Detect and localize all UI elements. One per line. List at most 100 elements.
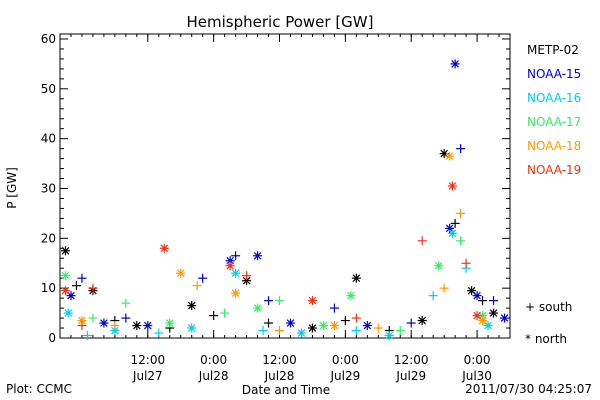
x-axis-label: Date and Time <box>242 383 330 397</box>
data-point-metp-02-north <box>489 308 499 318</box>
data-point-noaa-18-north <box>445 151 455 161</box>
data-point-noaa-16-north <box>384 331 394 341</box>
data-point-noaa-19-north <box>447 181 457 191</box>
data-point-noaa-16-north <box>483 321 493 331</box>
data-point-noaa-18-north <box>176 268 186 278</box>
data-point-metp-02-north <box>307 323 317 333</box>
data-point-noaa-19-north <box>307 296 317 306</box>
plot-credit: Plot: CCMC <box>6 382 72 396</box>
data-point-noaa-18-south <box>275 326 285 336</box>
x-tick-date-label: Jul29 <box>329 369 360 383</box>
plot-frame <box>59 33 511 339</box>
x-tick-label: 12:00 <box>394 353 429 367</box>
data-point-noaa-19-north <box>159 243 169 253</box>
x-tick-date-label: Jul28 <box>198 369 229 383</box>
y-axis-label: P [GW] <box>5 167 19 209</box>
data-point-metp-02-north <box>417 316 427 326</box>
data-point-noaa-15-south <box>264 296 274 306</box>
legend-item-noaa-15: NOAA-15 <box>527 67 582 81</box>
data-point-metp-02-north <box>132 321 142 331</box>
data-point-noaa-19-south <box>417 236 427 246</box>
data-point-noaa-19-south <box>88 283 98 293</box>
data-point-noaa-15-south <box>77 273 87 283</box>
data-point-noaa-16-south <box>154 328 164 338</box>
data-point-noaa-16-south <box>82 331 92 341</box>
legend-item-noaa-19: NOAA-19 <box>527 163 582 177</box>
data-point-noaa-15-north <box>472 291 482 301</box>
plot-timestamp: 2011/07/30 04:25:07 <box>465 382 592 396</box>
data-point-metp-02-south <box>340 316 350 326</box>
marker-key-south: + south <box>525 300 573 314</box>
y-tick-label: 40 <box>41 132 56 146</box>
data-point-noaa-19-south <box>351 313 361 323</box>
x-tick-date-label: Jul27 <box>132 369 163 383</box>
x-tick-label: 12:00 <box>262 353 297 367</box>
chart-title: Hemispheric Power [GW] <box>187 13 374 31</box>
data-point-noaa-18-south <box>192 281 202 291</box>
data-point-metp-02-south <box>71 281 81 291</box>
y-tick-label: 10 <box>41 281 56 295</box>
data-point-noaa-17-south <box>88 313 98 323</box>
data-point-noaa-18-north <box>77 316 87 326</box>
data-point-noaa-18-north <box>231 288 241 298</box>
x-tick-label: 12:00 <box>131 353 166 367</box>
data-point-noaa-17-south <box>121 298 131 308</box>
x-tick-date-label: Jul29 <box>395 369 426 383</box>
data-point-noaa-15-north <box>285 318 295 328</box>
data-point-metp-02-south <box>264 318 274 328</box>
x-tick-label: 0:00 <box>200 353 227 367</box>
data-point-noaa-19-south <box>77 321 87 331</box>
data-point-noaa-15-north <box>253 251 263 261</box>
data-point-noaa-15-north <box>99 318 109 328</box>
data-point-noaa-19-south <box>461 258 471 268</box>
data-point-noaa-17-north <box>434 261 444 271</box>
data-point-noaa-15-south <box>456 144 466 154</box>
data-point-noaa-15-north <box>362 321 372 331</box>
legend-item-noaa-18: NOAA-18 <box>527 139 582 153</box>
data-point-noaa-15-north <box>143 321 153 331</box>
data-point-noaa-15-north <box>450 59 460 69</box>
y-tick-label: 30 <box>41 181 56 195</box>
y-tick-label: 0 <box>48 331 56 345</box>
data-point-noaa-16-south <box>351 326 361 336</box>
data-point-noaa-15-north <box>66 291 76 301</box>
data-point-metp-02-north <box>60 246 70 256</box>
data-point-noaa-19-north <box>60 286 70 296</box>
data-point-noaa-19-south <box>242 271 252 281</box>
data-point-noaa-16-south <box>428 291 438 301</box>
data-point-noaa-17-north <box>318 321 328 331</box>
data-point-noaa-17-north <box>346 291 356 301</box>
x-tick-date-label: Jul28 <box>264 369 295 383</box>
data-point-noaa-15-south <box>406 318 416 328</box>
data-point-metp-02-north <box>187 301 197 311</box>
data-point-noaa-15-south <box>329 303 339 313</box>
axes: 0 10 20 30 40 50 60 12:00 Jul27 0:00 Jul28 12:00 Jul… <box>41 32 511 383</box>
data-point-noaa-15-south <box>489 296 499 306</box>
x-tick-label: 0:00 <box>464 353 491 367</box>
y-tick-label: 20 <box>41 231 56 245</box>
data-point-noaa-16-south <box>258 326 268 336</box>
data-point-noaa-18-south <box>439 283 449 293</box>
legend-item-noaa-16: NOAA-16 <box>527 91 582 105</box>
data-point-noaa-15-south <box>121 313 131 323</box>
data-point-noaa-15-south <box>198 273 208 283</box>
data-point-noaa-17-south <box>220 308 230 318</box>
data-point-noaa-17-north <box>253 303 263 313</box>
data-point-noaa-16-north <box>447 228 457 238</box>
data-point-noaa-19-north <box>472 311 482 321</box>
x-tick-date-label: Jul30 <box>461 369 492 383</box>
marker-key-north: * north <box>525 332 568 346</box>
y-tick-label: 60 <box>41 32 56 46</box>
data-point-noaa-19-north <box>225 261 235 271</box>
data-point-noaa-18-north <box>329 321 339 331</box>
legend-item-metp-02: METP-02 <box>527 43 579 57</box>
data-point-metp-02-north <box>351 273 361 283</box>
data-point-metp-02-south <box>478 296 488 306</box>
data-point-noaa-16-north <box>296 328 306 338</box>
data-point-noaa-18-south <box>456 208 466 218</box>
data-point-noaa-17-south <box>395 326 405 336</box>
data-point-noaa-16-north <box>231 268 241 278</box>
data-point-noaa-17-south <box>456 236 466 246</box>
data-point-noaa-15-north <box>500 313 510 323</box>
